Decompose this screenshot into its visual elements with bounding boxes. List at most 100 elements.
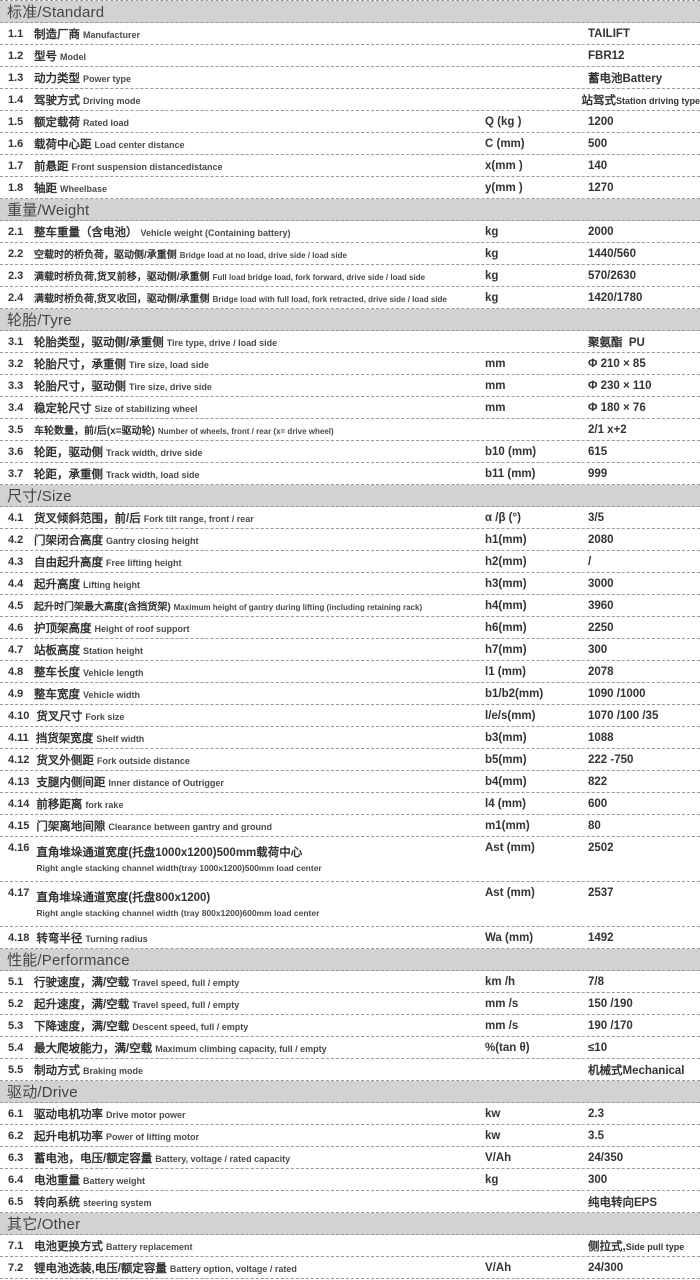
row-label-zh: 前悬距 <box>34 160 69 173</box>
row-label-en: Track width, load side <box>106 469 200 480</box>
row-label-zh: 货叉倾斜范围，前/后 <box>34 512 141 525</box>
row-number: 3.2 <box>8 357 24 370</box>
row-value: Φ 230 × 110 <box>588 380 700 392</box>
row-label: 站板高度 Station height <box>27 641 485 659</box>
row-label-zh: 门架离地间隙 <box>36 820 106 833</box>
row-label: 蓄电池，电压/额定容量 Battery, voltage / rated capa… <box>27 1149 485 1167</box>
row-label-zh: 轮胎尺寸，承重侧 <box>34 358 126 371</box>
row-number: 3.4 <box>8 401 24 414</box>
row-value-main: 蓄电池Battery <box>588 72 663 85</box>
table-row: 3.1 轮胎类型，驱动侧/承重侧 Tire type, drive / load … <box>0 331 700 353</box>
row-number: 4.18 <box>8 931 30 944</box>
row-number: 6.5 <box>8 1195 24 1208</box>
row-value: 2080 <box>588 534 700 546</box>
row-label-zh: 货叉尺寸 <box>36 710 83 723</box>
row-unit: mm <box>485 401 506 414</box>
row-value-main: 80 <box>588 819 601 832</box>
row-label-en: Battery, voltage / rated capacity <box>155 1153 291 1164</box>
row-value: 纯电转向EPS <box>588 1194 700 1210</box>
row-label-en: Bridge load at no load, drive side / loa… <box>179 250 347 260</box>
row-number: 7.2 <box>8 1261 24 1274</box>
row-value: FBR12 <box>588 50 700 62</box>
row-value-main: 150 /190 <box>588 997 633 1010</box>
spec-section: 性能/Performance 5.1 行驶速度，满/空载 Travel speed… <box>0 949 700 1081</box>
row-label-zh: 支腿内侧间距 <box>36 776 106 789</box>
row-value-main: 2080 <box>588 533 614 546</box>
row-label: 起升速度，满/空载 Travel speed, full / empty <box>27 995 485 1013</box>
row-label: 空载时的桥负荷，驱动侧/承重侧 Bridge load at no load, d… <box>27 245 485 263</box>
row-unit: kg <box>485 247 499 260</box>
table-row: 4.9 整车宽度 Vehicle width b1/b2(mm) 1090 /10… <box>0 683 700 705</box>
row-number: 3.5 <box>8 423 24 436</box>
row-value: 615 <box>588 446 700 458</box>
row-label: 轮胎尺寸，驱动侧 Tire size, drive side <box>27 377 485 395</box>
row-number: 3.1 <box>8 335 24 348</box>
row-label-en: fork rake <box>85 799 124 810</box>
row-number: 5.5 <box>8 1063 24 1076</box>
row-label-zh: 动力类型 <box>34 72 80 85</box>
row-label-en: Drive motor power <box>106 1109 186 1120</box>
row-label: 制造厂商 Manufacturer <box>27 25 485 43</box>
section-title: 标准/Standard <box>7 4 105 21</box>
section-rows: 7.1 电池更换方式 Battery replacement 侧拉式,Side p… <box>0 1235 700 1279</box>
row-label-en: Number of wheels, front / rear (x= drive… <box>157 426 334 436</box>
row-value: 600 <box>588 798 700 810</box>
row-label-en: Lifting height <box>83 579 140 590</box>
row-label-zh: 挡货架宽度 <box>35 732 94 745</box>
table-row: 3.2 轮胎尺寸，承重侧 Tire size, load side mm Φ 21… <box>0 353 700 375</box>
table-row: 5.1 行驶速度，满/空载 Travel speed, full / empty … <box>0 971 700 993</box>
table-row: 7.2 锂电池选装,电压/额定容量 Battery option, voltage… <box>0 1257 700 1279</box>
row-number: 6.1 <box>8 1107 24 1120</box>
row-number: 6.2 <box>8 1129 24 1142</box>
row-label-en: Battery replacement <box>106 1241 193 1252</box>
row-label: 最大爬坡能力，满/空载 Maximum climbing capacity, fu… <box>27 1039 485 1057</box>
row-value-main: 190 /170 <box>588 1019 633 1032</box>
row-label-en: Inner distance of Outrigger <box>108 777 224 788</box>
spec-section: 其它/Other 7.1 电池更换方式 Battery replacement 侧… <box>0 1213 700 1279</box>
table-row: 5.5 制动方式 Braking mode 机械式Mechanical <box>0 1059 700 1081</box>
row-label-en: Shelf width <box>96 733 145 744</box>
row-number: 4.12 <box>8 753 30 766</box>
row-number: 5.2 <box>8 997 24 1010</box>
row-value: 24/350 <box>588 1152 700 1164</box>
row-label-zh: 转向系统 <box>34 1196 80 1209</box>
row-value-main: 2537 <box>588 887 614 899</box>
table-row: 4.11 挡货架宽度 Shelf width b3(mm) 1088 <box>0 727 700 749</box>
row-label-zh: 空载时的桥负荷，驱动侧/承重侧 <box>34 249 177 261</box>
table-row: 4.8 整车长度 Vehicle length l1 (mm) 2078 <box>0 661 700 683</box>
row-label: 整车长度 Vehicle length <box>27 663 485 681</box>
row-label: 货叉外侧距 Fork outside distance <box>29 751 485 769</box>
row-value-main: ≤10 <box>588 1041 608 1054</box>
table-row: 4.7 站板高度 Station height h7(mm) 300 <box>0 639 700 661</box>
row-value-main: 1270 <box>588 181 614 194</box>
section-header: 尺寸/Size <box>0 485 700 507</box>
section-title: 性能/Performance <box>7 952 130 969</box>
table-row: 2.3 满载时桥负荷,货叉前移，驱动侧/承重侧 Full load bridge … <box>0 265 700 287</box>
row-label: 额定载荷 Rated load <box>27 113 485 131</box>
table-row: 4.13 支腿内侧间距 Inner distance of Outrigger b… <box>0 771 700 793</box>
table-row: 6.1 驱动电机功率 Drive motor power kw 2.3 <box>0 1103 700 1125</box>
row-label-en: Vehicle width <box>83 689 141 700</box>
row-unit: b1/b2(mm) <box>485 687 544 700</box>
row-label: 货叉倾斜范围，前/后 Fork tilt range, front / rear <box>27 509 485 527</box>
row-label-en: Free lifting height <box>106 557 182 568</box>
row-label: 驱动电机功率 Drive motor power <box>27 1105 485 1123</box>
row-label-zh: 额定载荷 <box>34 116 80 129</box>
section-header: 重量/Weight <box>0 199 700 221</box>
row-value: 2250 <box>588 622 700 634</box>
row-label-en: Fork outside distance <box>96 755 190 766</box>
row-value-en: Side pull type <box>625 1241 685 1252</box>
row-label: 直角堆垛通道宽度(托盘1000x1200)500mm载荷中心 Right angl… <box>29 842 485 874</box>
row-label-zh: 轮距，驱动侧 <box>34 446 103 459</box>
table-row: 1.7 前悬距 Front suspension distancedistance… <box>0 155 700 177</box>
row-number: 2.4 <box>8 291 24 304</box>
row-value-main: 300 <box>588 1173 608 1186</box>
row-label-zh: 满载时桥负荷,货叉收回，驱动侧/承重侧 <box>34 293 210 305</box>
row-label: 满载时桥负荷,货叉前移，驱动侧/承重侧 Full load bridge load… <box>27 267 485 285</box>
row-label: 前悬距 Front suspension distancedistance <box>27 157 485 175</box>
row-label-en: Clearance between gantry and ground <box>108 821 272 832</box>
row-unit: l4 (mm) <box>485 797 526 810</box>
row-unit: kg <box>485 269 499 282</box>
row-value-main: 500 <box>588 137 608 150</box>
row-unit: y(mm ) <box>485 181 523 194</box>
